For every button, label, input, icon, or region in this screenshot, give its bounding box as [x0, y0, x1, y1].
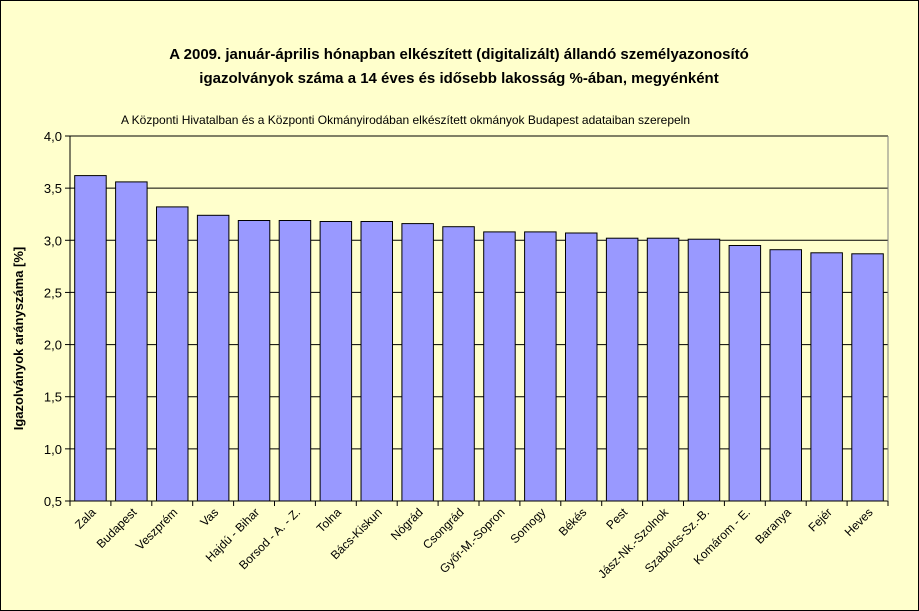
x-tick-label: Nógrád — [388, 505, 426, 543]
x-tick-label: Jász-Nk.-Szolnok — [595, 505, 672, 582]
bar — [524, 231, 557, 502]
chart-title-line-2: igazolványok száma a 14 éves és idősebb … — [199, 70, 718, 87]
bar — [769, 249, 802, 502]
bar — [115, 181, 148, 502]
bar — [401, 223, 434, 502]
y-tick-label: 1,0 — [44, 442, 62, 457]
bar — [605, 237, 639, 502]
bar — [728, 245, 762, 502]
x-tick-label: Pest — [603, 505, 630, 532]
y-tick-label: 3,0 — [44, 233, 62, 248]
bar — [237, 220, 271, 502]
y-tick-label: 2,0 — [44, 338, 62, 353]
bar — [687, 238, 721, 502]
bar — [156, 206, 189, 502]
y-tick-label: 3,5 — [44, 181, 62, 196]
x-tick-label: Baranya — [752, 505, 794, 547]
bar — [851, 253, 884, 502]
bar — [442, 226, 475, 502]
bar — [360, 221, 393, 502]
plot-area — [70, 136, 888, 501]
y-axis-label: Igazolványok arányszáma [%] — [11, 247, 26, 431]
x-tick-label: Heves — [842, 505, 876, 539]
x-tick-label: Somogy — [507, 505, 548, 546]
bar — [483, 231, 516, 502]
chart-note: A Központi Hivatalban és a Központi Okmá… — [121, 113, 690, 127]
bar — [646, 237, 680, 502]
y-tick-labels: 0,5 1,0 1,5 2,0 2,5 3,0 3,5 4,0 — [44, 129, 62, 509]
bar — [196, 214, 230, 502]
x-tick-label: Tolna — [314, 505, 344, 535]
x-tick-label: Zala — [72, 505, 99, 532]
chart-title-line-1: A 2009. január-április hónapban elkészít… — [169, 46, 749, 63]
x-tick-label: Békés — [556, 505, 589, 538]
y-tick-label: 0,5 — [44, 494, 62, 509]
x-tick-label: Fejér — [806, 505, 835, 534]
x-tick-label: Veszprém — [133, 505, 181, 553]
axes — [65, 135, 889, 506]
bar — [74, 175, 107, 502]
y-tick-label: 2,5 — [44, 285, 62, 300]
bar — [565, 232, 598, 502]
bar — [319, 221, 353, 502]
x-tick-label: Vas — [197, 505, 221, 529]
y-tick-label: 1,5 — [44, 390, 62, 405]
y-tick-label: 4,0 — [44, 129, 62, 144]
bar — [810, 252, 843, 502]
bar — [278, 220, 312, 502]
bars — [74, 175, 884, 502]
